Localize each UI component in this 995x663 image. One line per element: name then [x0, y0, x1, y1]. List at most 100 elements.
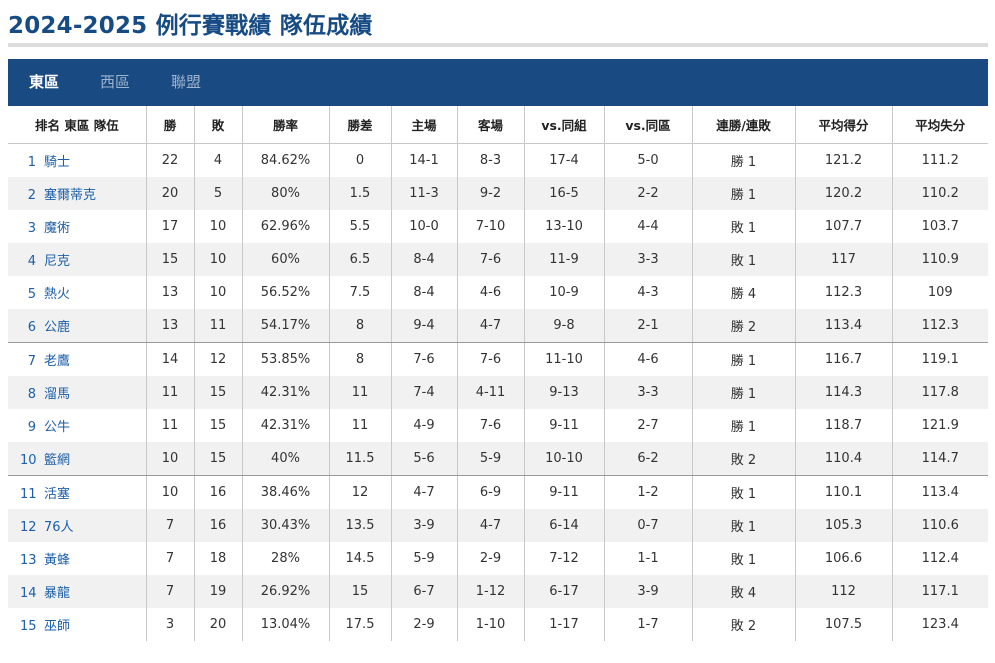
losses-cell: 19	[194, 575, 243, 608]
win-pct-cell: 62.96%	[242, 210, 330, 243]
wins-cell: 22	[146, 143, 195, 177]
opp-ppg-cell: 117.1	[892, 575, 988, 608]
losses-cell: 18	[194, 542, 243, 575]
team-name-link[interactable]: 老鷹	[44, 354, 71, 369]
win-pct-cell: 80%	[242, 177, 330, 210]
col-header-ppg: 平均得分	[795, 106, 893, 144]
ppg-cell: 121.2	[795, 143, 893, 177]
ppg-cell: 116.7	[795, 342, 893, 376]
page-title: 2024-2025 例行賽戰績 隊伍成績	[8, 13, 373, 39]
home-record-cell: 5-9	[391, 542, 458, 575]
title-divider	[8, 43, 988, 47]
team-name-link[interactable]: 魔術	[44, 221, 71, 236]
team-name-link[interactable]: 籃網	[44, 453, 71, 468]
games-behind-cell: 13.5	[329, 509, 392, 542]
team-cell: 15 巫師	[8, 608, 147, 641]
team-name-link[interactable]: 活塞	[44, 487, 71, 502]
col-header-streak: 連勝/連敗	[692, 106, 796, 144]
win-pct-cell: 60%	[242, 243, 330, 276]
away-record-cell: 4-7	[457, 309, 525, 343]
vs-division-cell: 10-9	[524, 276, 605, 309]
team-cell: 8 溜馬	[8, 376, 147, 409]
table-row: 3 魔術 17 10 62.96% 5.5 10-0 7-10 13-10 4-4 敗 1 107.7…	[8, 210, 988, 243]
wins-cell: 13	[146, 276, 195, 309]
vs-division-cell: 9-8	[524, 309, 605, 343]
team-name-link[interactable]: 溜馬	[44, 387, 71, 402]
streak-cell: 敗 2	[692, 442, 796, 476]
team-name-link[interactable]: 熱火	[44, 287, 71, 302]
wins-cell: 3	[146, 608, 195, 641]
streak-cell: 勝 1	[692, 177, 796, 210]
vs-division-cell: 10-10	[524, 442, 605, 476]
win-pct-cell: 42.31%	[242, 409, 330, 442]
streak-cell: 勝 1	[692, 143, 796, 177]
table-row: 2 塞爾蒂克 20 5 80% 1.5 11-3 9-2 16-5 2-2 勝 1 120.2 110.…	[8, 177, 988, 210]
table-row: 15 巫師 3 20 13.04% 17.5 2-9 1-10 1-17 1-7 敗 2 107.5 1…	[8, 608, 988, 641]
games-behind-cell: 7.5	[329, 276, 392, 309]
streak-cell: 勝 1	[692, 342, 796, 376]
ppg-cell: 120.2	[795, 177, 893, 210]
win-pct-cell: 26.92%	[242, 575, 330, 608]
conference-tabbar: 東區 西區 聯盟	[8, 59, 988, 106]
wins-cell: 7	[146, 542, 195, 575]
vs-division-cell: 13-10	[524, 210, 605, 243]
col-header-away: 客場	[457, 106, 525, 144]
team-name-link[interactable]: 公鹿	[44, 320, 71, 335]
team-name-link[interactable]: 騎士	[44, 155, 71, 170]
opp-ppg-cell: 112.3	[892, 309, 988, 343]
home-record-cell: 4-9	[391, 409, 458, 442]
vs-conference-cell: 6-2	[604, 442, 693, 476]
vs-conference-cell: 3-9	[604, 575, 693, 608]
rank-number: 5	[27, 287, 36, 302]
streak-cell: 敗 1	[692, 542, 796, 575]
team-name-link[interactable]: 巫師	[44, 619, 71, 634]
team-name-link[interactable]: 黃蜂	[44, 553, 71, 568]
opp-ppg-cell: 110.9	[892, 243, 988, 276]
team-cell: 5 熱火	[8, 276, 147, 309]
rank-number: 8	[27, 387, 36, 402]
away-record-cell: 7-6	[457, 243, 525, 276]
team-cell: 2 塞爾蒂克	[8, 177, 147, 210]
losses-cell: 16	[194, 475, 243, 509]
team-name-link[interactable]: 公牛	[44, 420, 71, 435]
table-row: 13 黃蜂 7 18 28% 14.5 5-9 2-9 7-12 1-1 敗 1 106.6 112.4	[8, 542, 988, 575]
team-name-link[interactable]: 塞爾蒂克	[44, 188, 97, 203]
team-cell: 12 76人	[8, 509, 147, 542]
table-row: 7 老鷹 14 12 53.85% 8 7-6 7-6 11-10 4-6 勝 1 116.7 119.…	[8, 342, 988, 376]
win-pct-cell: 30.43%	[242, 509, 330, 542]
tab-west[interactable]: 西區	[100, 73, 131, 91]
home-record-cell: 4-7	[391, 475, 458, 509]
team-cell: 11 活塞	[8, 475, 147, 509]
team-cell: 6 公鹿	[8, 309, 147, 343]
away-record-cell: 2-9	[457, 542, 525, 575]
ppg-cell: 105.3	[795, 509, 893, 542]
home-record-cell: 7-4	[391, 376, 458, 409]
vs-conference-cell: 3-3	[604, 376, 693, 409]
home-record-cell: 2-9	[391, 608, 458, 641]
team-name-link[interactable]: 暴龍	[44, 586, 71, 601]
losses-cell: 16	[194, 509, 243, 542]
team-name-link[interactable]: 76人	[44, 520, 74, 535]
vs-division-cell: 9-11	[524, 409, 605, 442]
tab-league[interactable]: 聯盟	[171, 73, 202, 91]
vs-conference-cell: 2-7	[604, 409, 693, 442]
losses-cell: 20	[194, 608, 243, 641]
wins-cell: 11	[146, 376, 195, 409]
away-record-cell: 1-10	[457, 608, 525, 641]
col-header-win-pct: 勝率	[242, 106, 330, 144]
vs-conference-cell: 1-1	[604, 542, 693, 575]
losses-cell: 10	[194, 210, 243, 243]
win-pct-cell: 56.52%	[242, 276, 330, 309]
losses-cell: 15	[194, 376, 243, 409]
col-header-losses: 敗	[194, 106, 243, 144]
away-record-cell: 7-6	[457, 409, 525, 442]
vs-conference-cell: 1-7	[604, 608, 693, 641]
streak-cell: 敗 1	[692, 210, 796, 243]
team-cell: 13 黃蜂	[8, 542, 147, 575]
tab-east[interactable]: 東區	[29, 73, 60, 91]
team-name-link[interactable]: 尼克	[44, 254, 71, 269]
games-behind-cell: 11	[329, 376, 392, 409]
team-cell: 3 魔術	[8, 210, 147, 243]
table-row: 12 76人 7 16 30.43% 13.5 3-9 4-7 6-14 0-7 敗 1 105.3 1…	[8, 509, 988, 542]
vs-division-cell: 11-10	[524, 342, 605, 376]
